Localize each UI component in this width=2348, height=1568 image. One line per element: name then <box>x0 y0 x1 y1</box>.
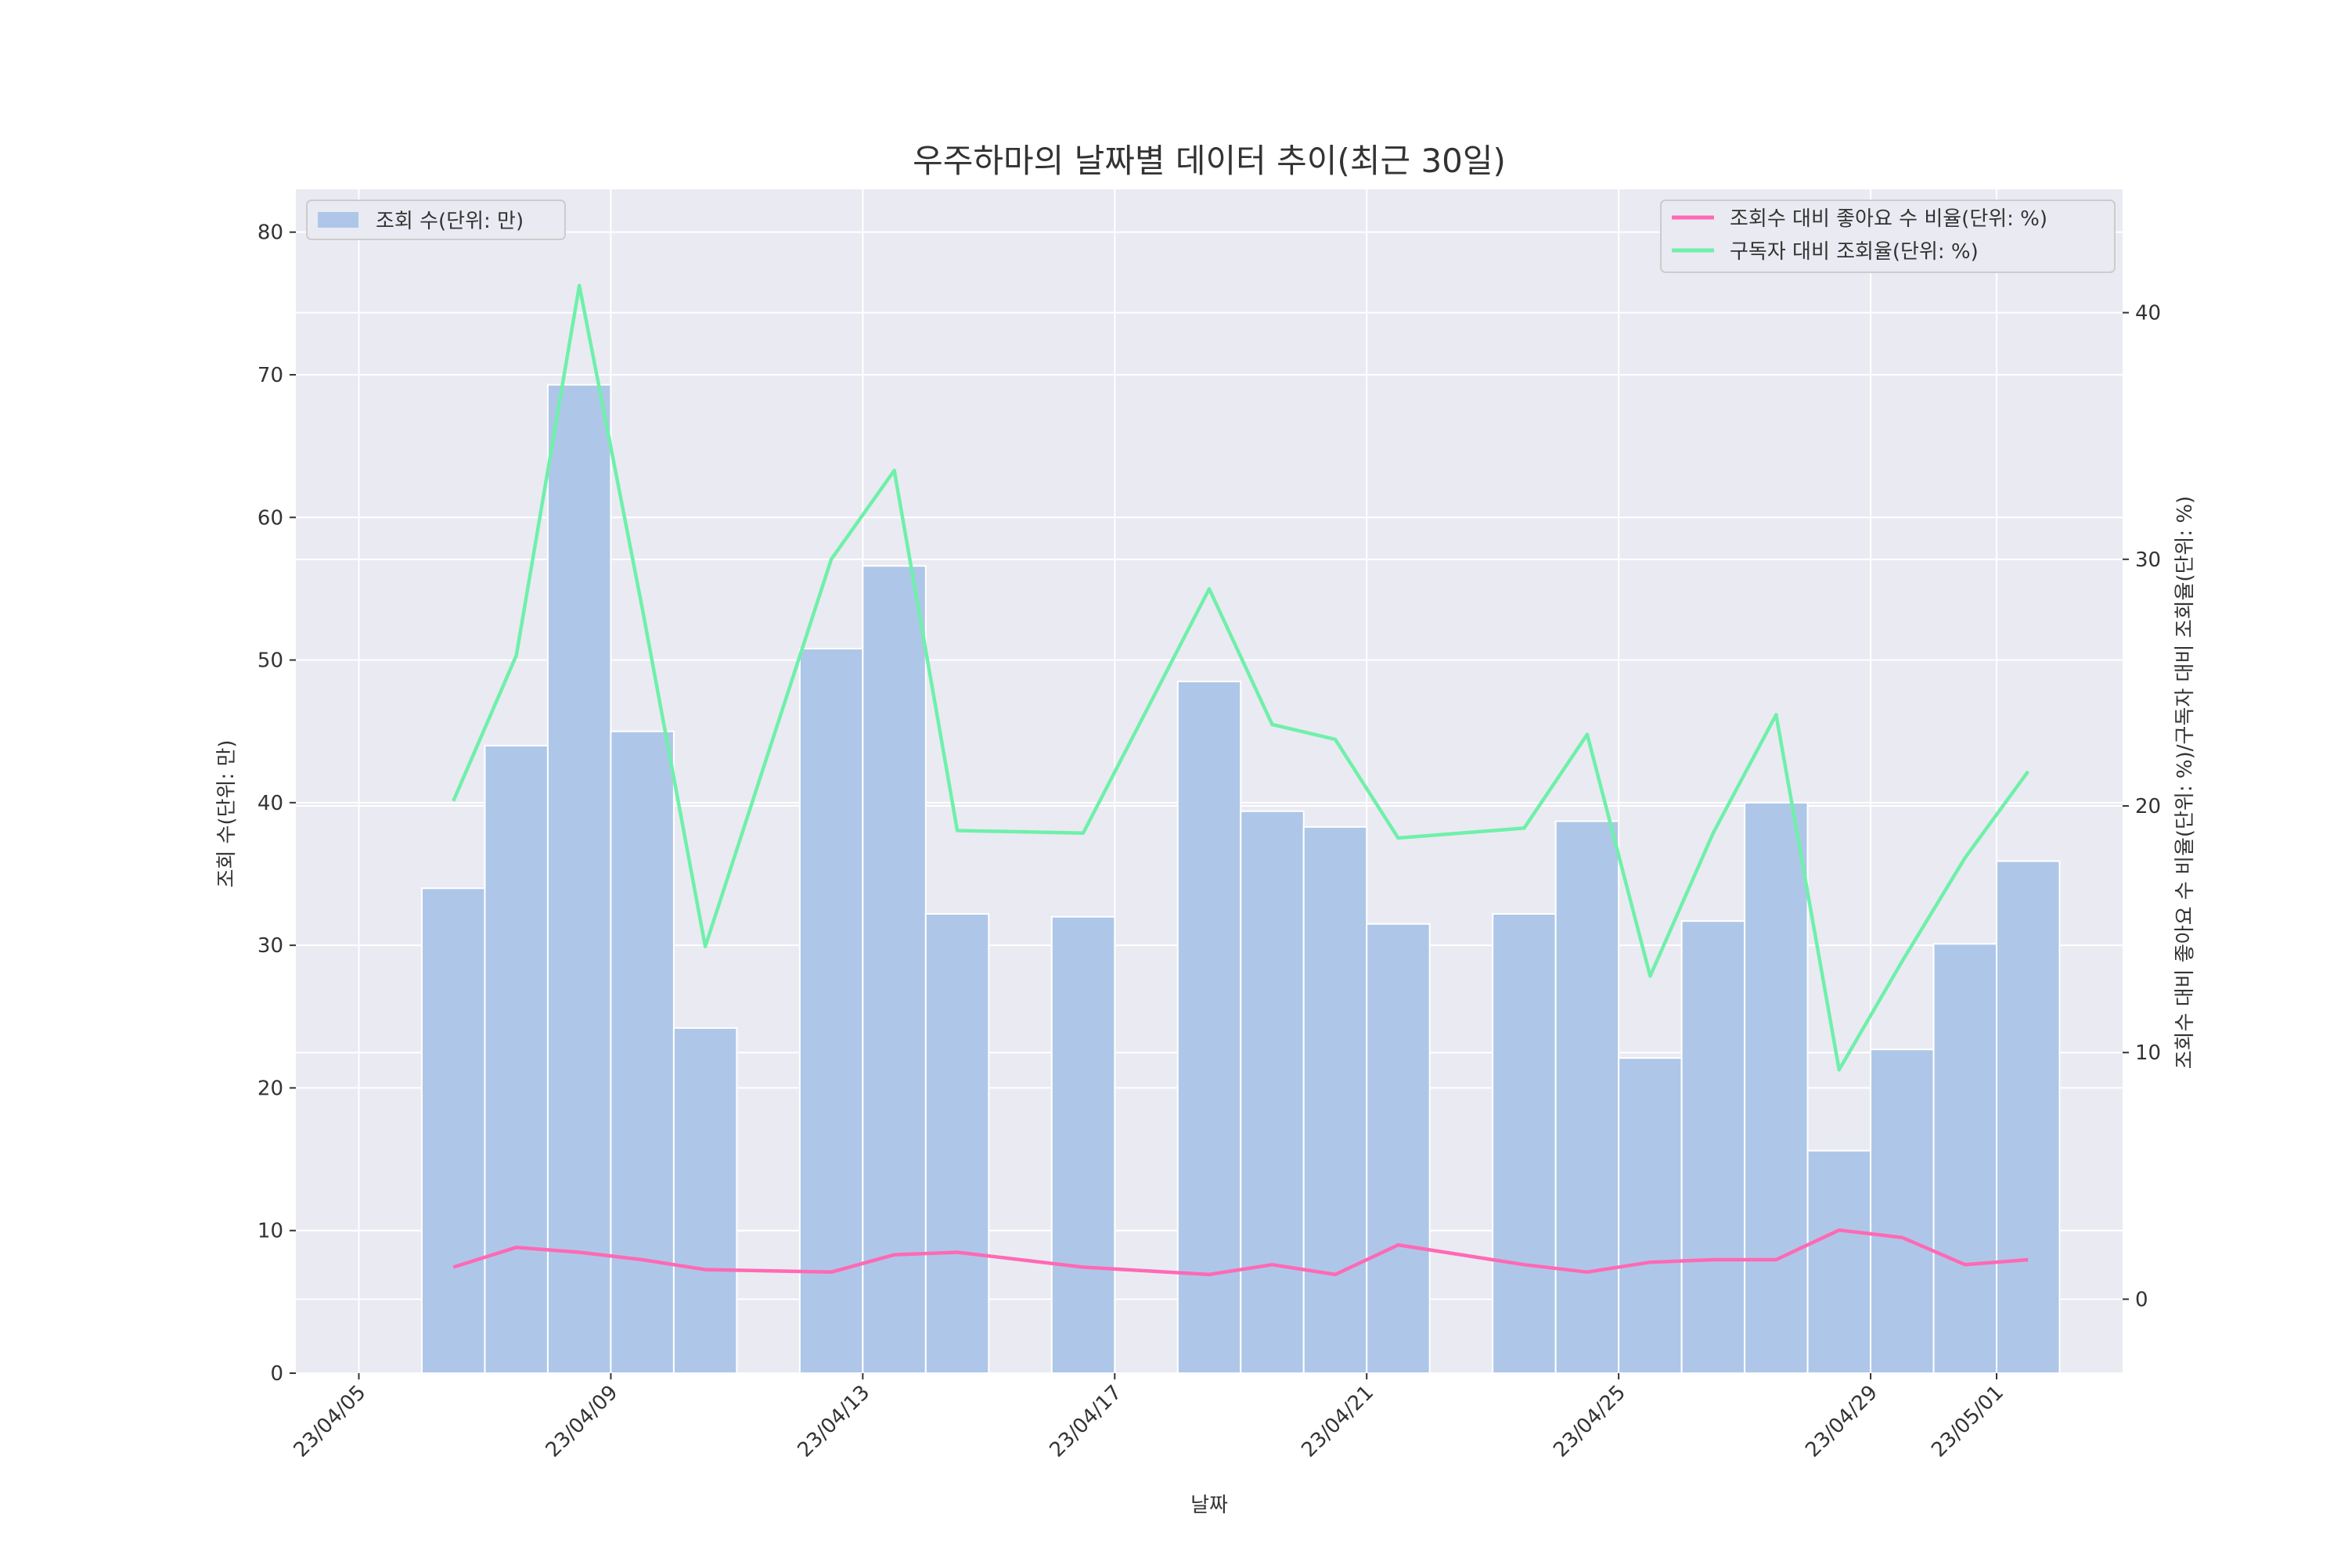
legend-bar-label: 조회 수(단위: 만) <box>376 210 524 233</box>
y-tick-label-left: 80 <box>257 221 283 245</box>
y-axis-label-left: 조회 수(단위: 만) <box>215 739 239 887</box>
bar <box>1050 915 1116 1374</box>
bar <box>798 647 864 1374</box>
legend-view-ratio-label: 구독자 대비 조회율(단위: %) <box>1730 240 1979 264</box>
legend-left: 조회 수(단위: 만) <box>306 200 566 240</box>
legend-right-frame <box>1660 200 2116 273</box>
y-tick-label-left: 70 <box>257 364 283 387</box>
y-tick-label-left: 30 <box>257 934 283 958</box>
y-tick-label-right: 30 <box>2135 548 2161 572</box>
legend-left-frame <box>306 200 566 240</box>
bar <box>1870 1048 1935 1374</box>
y-tick-label-right: 10 <box>2135 1041 2161 1065</box>
bar <box>420 887 486 1375</box>
bar <box>1492 913 1557 1374</box>
line-series-group <box>452 283 2030 1277</box>
bar <box>672 1027 738 1374</box>
y-tick-label-left: 10 <box>257 1220 283 1243</box>
y-tick-label-left: 60 <box>257 506 283 530</box>
bar <box>1806 1149 1872 1374</box>
y-tick-label-left: 40 <box>257 792 283 815</box>
bar <box>862 565 927 1374</box>
x-tick-label: 23/05/01 <box>1927 1381 2008 1462</box>
legend-bar-swatch <box>318 212 358 228</box>
x-tick-label: 23/04/29 <box>1801 1381 1882 1462</box>
x-tick-label: 23/04/13 <box>794 1381 875 1462</box>
line-like-ratio <box>452 1228 2029 1277</box>
bar <box>610 730 675 1374</box>
bar <box>924 913 990 1374</box>
bar <box>1932 943 1998 1375</box>
bar <box>1618 1057 1683 1375</box>
bar <box>1680 920 1746 1375</box>
bar <box>1366 922 1431 1374</box>
x-tick-label: 23/04/05 <box>290 1381 371 1462</box>
y-tick-label-right: 20 <box>2135 795 2161 818</box>
legend-like-ratio-label: 조회수 대비 좋아요 수 비율(단위: %) <box>1730 207 2047 231</box>
line-view-ratio <box>452 283 2030 1072</box>
bar <box>1302 825 1368 1374</box>
x-tick-label: 23/04/25 <box>1549 1381 1630 1462</box>
y-tick-label-right: 40 <box>2135 302 2161 325</box>
chart-title: 우주하마의 날짜별 데이터 추이(최근 30일) <box>913 142 1506 180</box>
x-tick-label: 23/04/09 <box>542 1381 623 1462</box>
bar-series <box>420 383 2061 1375</box>
bar <box>1744 801 1809 1374</box>
bar <box>1554 820 1620 1375</box>
bar <box>484 744 549 1374</box>
bar <box>1996 860 2061 1374</box>
x-axis-label: 날짜 <box>1190 1494 1228 1517</box>
bar <box>1176 680 1242 1374</box>
x-tick-label: 23/04/17 <box>1045 1381 1126 1462</box>
legend-right: 조회수 대비 좋아요 수 비율(단위: %) 구독자 대비 조회율(단위: %) <box>1660 200 2116 273</box>
bar <box>1240 810 1305 1375</box>
y-axis-label-right: 조회수 대비 좋아요 수 비율(단위: %)/구독자 대비 조회율(단위: %) <box>2173 496 2197 1070</box>
y-tick-label-left: 50 <box>257 649 283 673</box>
y-tick-label-left: 0 <box>270 1362 283 1386</box>
bar <box>546 383 612 1375</box>
y-tick-label-left: 20 <box>257 1077 283 1100</box>
y-tick-label-right: 0 <box>2135 1288 2148 1311</box>
x-tick-label: 23/04/21 <box>1297 1381 1378 1462</box>
